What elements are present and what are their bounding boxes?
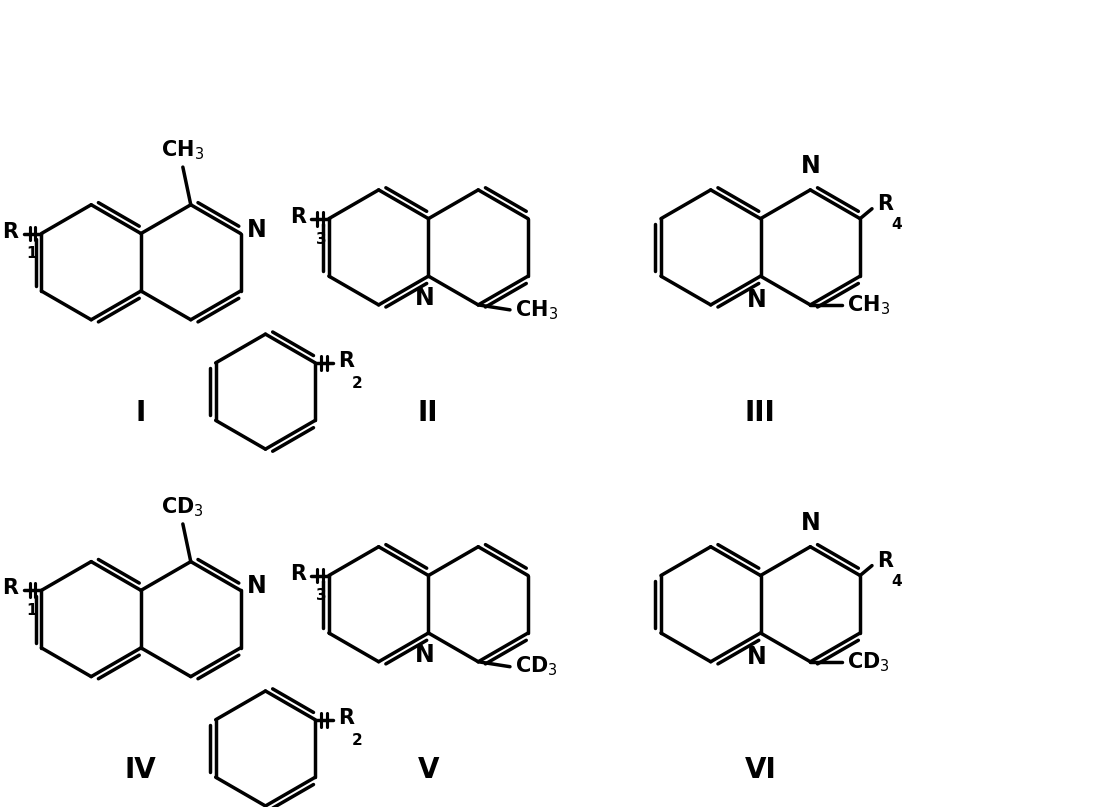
Text: R: R <box>2 221 19 242</box>
Text: CD$_3$: CD$_3$ <box>161 496 205 519</box>
Text: CH$_3$: CH$_3$ <box>515 298 558 322</box>
Text: III: III <box>745 399 776 427</box>
Text: N: N <box>746 645 766 669</box>
Text: N: N <box>415 286 435 310</box>
Text: 1: 1 <box>27 603 37 618</box>
Text: N: N <box>746 288 766 312</box>
Text: 2: 2 <box>351 375 363 391</box>
Text: R: R <box>877 194 893 214</box>
Text: I: I <box>136 399 146 427</box>
Text: VI: VI <box>744 756 776 783</box>
Text: 4: 4 <box>891 573 902 589</box>
Text: R: R <box>2 578 19 599</box>
Text: R: R <box>338 351 354 371</box>
Text: IV: IV <box>125 756 157 783</box>
Text: N: N <box>415 643 435 667</box>
Text: CD$_3$: CD$_3$ <box>515 655 558 679</box>
Text: N: N <box>247 574 266 599</box>
Text: N: N <box>801 511 821 535</box>
Text: N: N <box>801 154 821 178</box>
Text: V: V <box>417 756 439 783</box>
Text: 4: 4 <box>891 217 902 232</box>
Text: II: II <box>418 399 438 427</box>
Text: 2: 2 <box>351 732 363 748</box>
Text: CH$_3$: CH$_3$ <box>847 293 890 316</box>
Text: CD$_3$: CD$_3$ <box>847 650 890 674</box>
Text: 3: 3 <box>316 589 327 603</box>
Text: N: N <box>247 217 266 242</box>
Text: R: R <box>290 564 306 584</box>
Text: 3: 3 <box>316 231 327 247</box>
Text: 1: 1 <box>27 247 37 261</box>
Text: R: R <box>290 207 306 226</box>
Text: R: R <box>338 708 354 727</box>
Text: R: R <box>877 551 893 571</box>
Text: CH$_3$: CH$_3$ <box>161 139 205 162</box>
